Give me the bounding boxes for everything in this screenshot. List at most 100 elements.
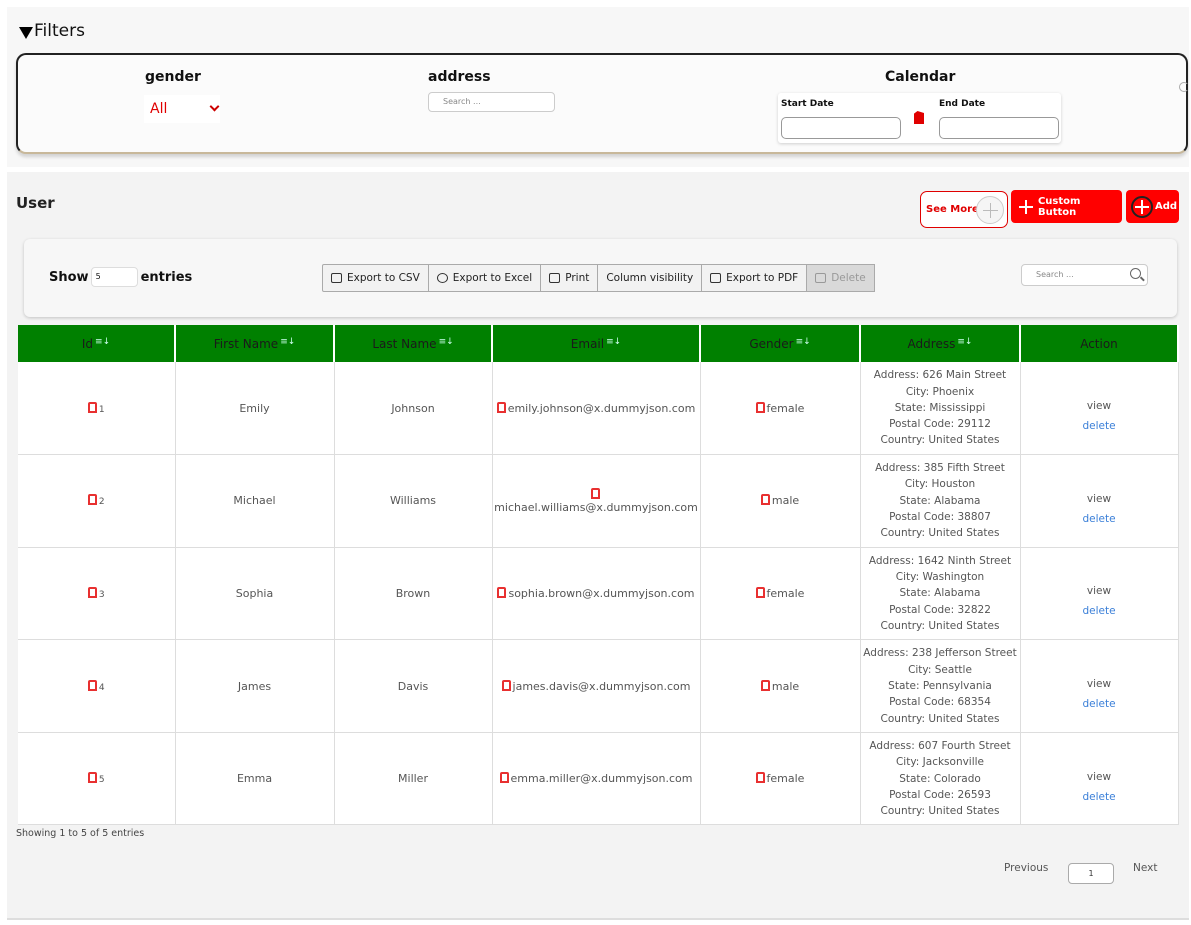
cell-address: Address: 385 Fifth Street City: Houston St… (860, 454, 1021, 548)
document-icon (87, 494, 97, 506)
gender-label: gender (145, 69, 201, 85)
cell-email: michael.williams@x.dummyjson.com (492, 454, 701, 548)
table-row[interactable]: 4 James Davis james.davis@x.dummyjson.co… (18, 639, 1179, 733)
document-icon (590, 487, 600, 499)
user-section: User See More Custom Button Add Show 5 e… (7, 172, 1189, 920)
csv-file-icon (331, 273, 342, 283)
cell-action: edit view delete (1020, 547, 1179, 641)
sort-icon: ≡↓ (606, 336, 622, 347)
document-icon (755, 586, 765, 598)
document-icon (87, 586, 97, 598)
sort-icon: ≡↓ (795, 336, 811, 347)
see-more-button[interactable]: See More (920, 191, 1008, 228)
cell-gender: male (700, 639, 861, 733)
cell-gender: female (700, 362, 861, 456)
loader-ring-icon (1179, 82, 1189, 92)
export-csv-button[interactable]: Export to CSV (322, 264, 429, 292)
add-button-label: Add (1155, 201, 1178, 212)
document-icon (87, 401, 97, 413)
cell-last-name: Davis (334, 639, 493, 733)
cell-last-name: Miller (334, 732, 493, 826)
filters-panel: Filters gender All address Search ... Ca… (7, 7, 1189, 167)
view-link[interactable]: view (1086, 770, 1112, 783)
edit-link[interactable]: edit (1089, 660, 1109, 672)
cell-email: sophia.brown@x.dummyjson.com (492, 547, 701, 641)
cell-last-name: Williams (334, 454, 493, 548)
cell-address: Address: 238 Jefferson Street City: Seatt… (860, 639, 1021, 733)
edit-link[interactable]: edit (1089, 567, 1109, 579)
printer-icon (549, 273, 561, 283)
gender-select-value: All (150, 101, 168, 117)
edit-link[interactable]: edit (1089, 382, 1109, 394)
plus-icon (1019, 199, 1033, 214)
column-visibility-button[interactable]: Column visibility (597, 264, 703, 292)
custom-button[interactable]: Custom Button (1011, 190, 1122, 223)
table-toolbar: Show 5 entries Export to CSV Export to E… (24, 239, 1177, 317)
column-header-id[interactable]: Id ≡↓ (18, 325, 176, 362)
page-length-input[interactable]: 5 (90, 267, 138, 287)
delete-link[interactable]: delete (1082, 790, 1116, 803)
delete-link[interactable]: delete (1082, 512, 1116, 525)
column-header-first-name[interactable]: First Name ≡↓ (175, 325, 335, 362)
cell-first-name: Michael (175, 454, 335, 548)
document-icon (496, 401, 506, 413)
column-header-last-name[interactable]: Last Name ≡↓ (334, 325, 493, 362)
column-header-address[interactable]: Address ≡↓ (860, 325, 1021, 362)
document-icon (87, 772, 97, 784)
next-page-button[interactable]: Next (1133, 862, 1158, 874)
cell-email: emily.johnson@x.dummyjson.com (492, 362, 701, 456)
export-pdf-button[interactable]: Export to PDF (701, 264, 808, 292)
start-date-input[interactable] (781, 117, 901, 139)
column-header-email[interactable]: Email ≡↓ (492, 325, 701, 362)
table-row[interactable]: 1 Emily Johnson emily.johnson@x.dummyjso… (18, 362, 1179, 456)
users-table: Id ≡↓ First Name ≡↓ Last Name ≡↓ Email ≡↓ Ge… (18, 325, 1179, 826)
document-icon (497, 586, 507, 598)
cell-gender: female (700, 547, 861, 641)
table-row[interactable]: 3 Sophia Brown sophia.brown@x.dummyjson.… (18, 547, 1179, 641)
end-date-input[interactable] (939, 117, 1059, 139)
view-link[interactable]: view (1086, 492, 1112, 505)
delete-link[interactable]: delete (1082, 605, 1116, 618)
view-link[interactable]: view (1086, 678, 1112, 691)
document-icon (760, 679, 770, 691)
delete-selected-label: Delete (831, 272, 866, 284)
add-button[interactable]: Add (1126, 190, 1179, 223)
print-button[interactable]: Print (540, 264, 599, 292)
cell-first-name: Emma (175, 732, 335, 826)
address-label: address (428, 69, 491, 85)
document-icon (87, 679, 97, 691)
sort-icon: ≡↓ (438, 336, 454, 347)
show-label: Show (49, 269, 89, 285)
table-row[interactable]: 2 Michael Williams michael.williams@x.du… (18, 454, 1179, 548)
view-link[interactable]: view (1086, 585, 1112, 598)
table-info: Showing 1 to 5 of 5 entries (16, 828, 145, 839)
page-length-control: Show 5 entries (49, 267, 192, 287)
table-search-input[interactable]: Search ... (1021, 264, 1148, 286)
start-date-label: Start Date (781, 99, 834, 109)
column-header-gender[interactable]: Gender ≡↓ (700, 325, 861, 362)
table-row[interactable]: 5 Emma Miller emma.miller@x.dummyjson.co… (18, 732, 1179, 826)
delete-link[interactable]: delete (1082, 698, 1116, 711)
address-search-input[interactable]: Search ... (428, 92, 555, 112)
view-link[interactable]: view (1086, 400, 1112, 413)
filters-toggle[interactable]: Filters (19, 21, 85, 41)
export-csv-label: Export to CSV (347, 272, 420, 284)
cell-first-name: James (175, 639, 335, 733)
edit-link[interactable]: edit (1089, 752, 1109, 764)
edit-link[interactable]: edit (1089, 474, 1109, 486)
cell-action: edit view delete (1020, 362, 1179, 456)
filters-card: gender All address Search ... Calendar S… (16, 53, 1188, 154)
previous-page-button[interactable]: Previous (1004, 862, 1049, 874)
column-visibility-label: Column visibility (606, 272, 694, 284)
document-icon (760, 494, 770, 506)
cell-action: edit view delete (1020, 454, 1179, 548)
export-excel-button[interactable]: Export to Excel (427, 264, 542, 292)
table-header-row: Id ≡↓ First Name ≡↓ Last Name ≡↓ Email ≡↓ Ge… (18, 325, 1179, 362)
delete-link[interactable]: delete (1082, 420, 1116, 433)
gender-select[interactable]: All (144, 95, 220, 123)
document-icon (499, 772, 509, 784)
delete-selected-button[interactable]: Delete (806, 264, 875, 292)
entries-label: entries (140, 269, 193, 285)
custom-button-label: Custom Button (1037, 195, 1081, 218)
page-number-button[interactable]: 1 (1068, 863, 1114, 884)
